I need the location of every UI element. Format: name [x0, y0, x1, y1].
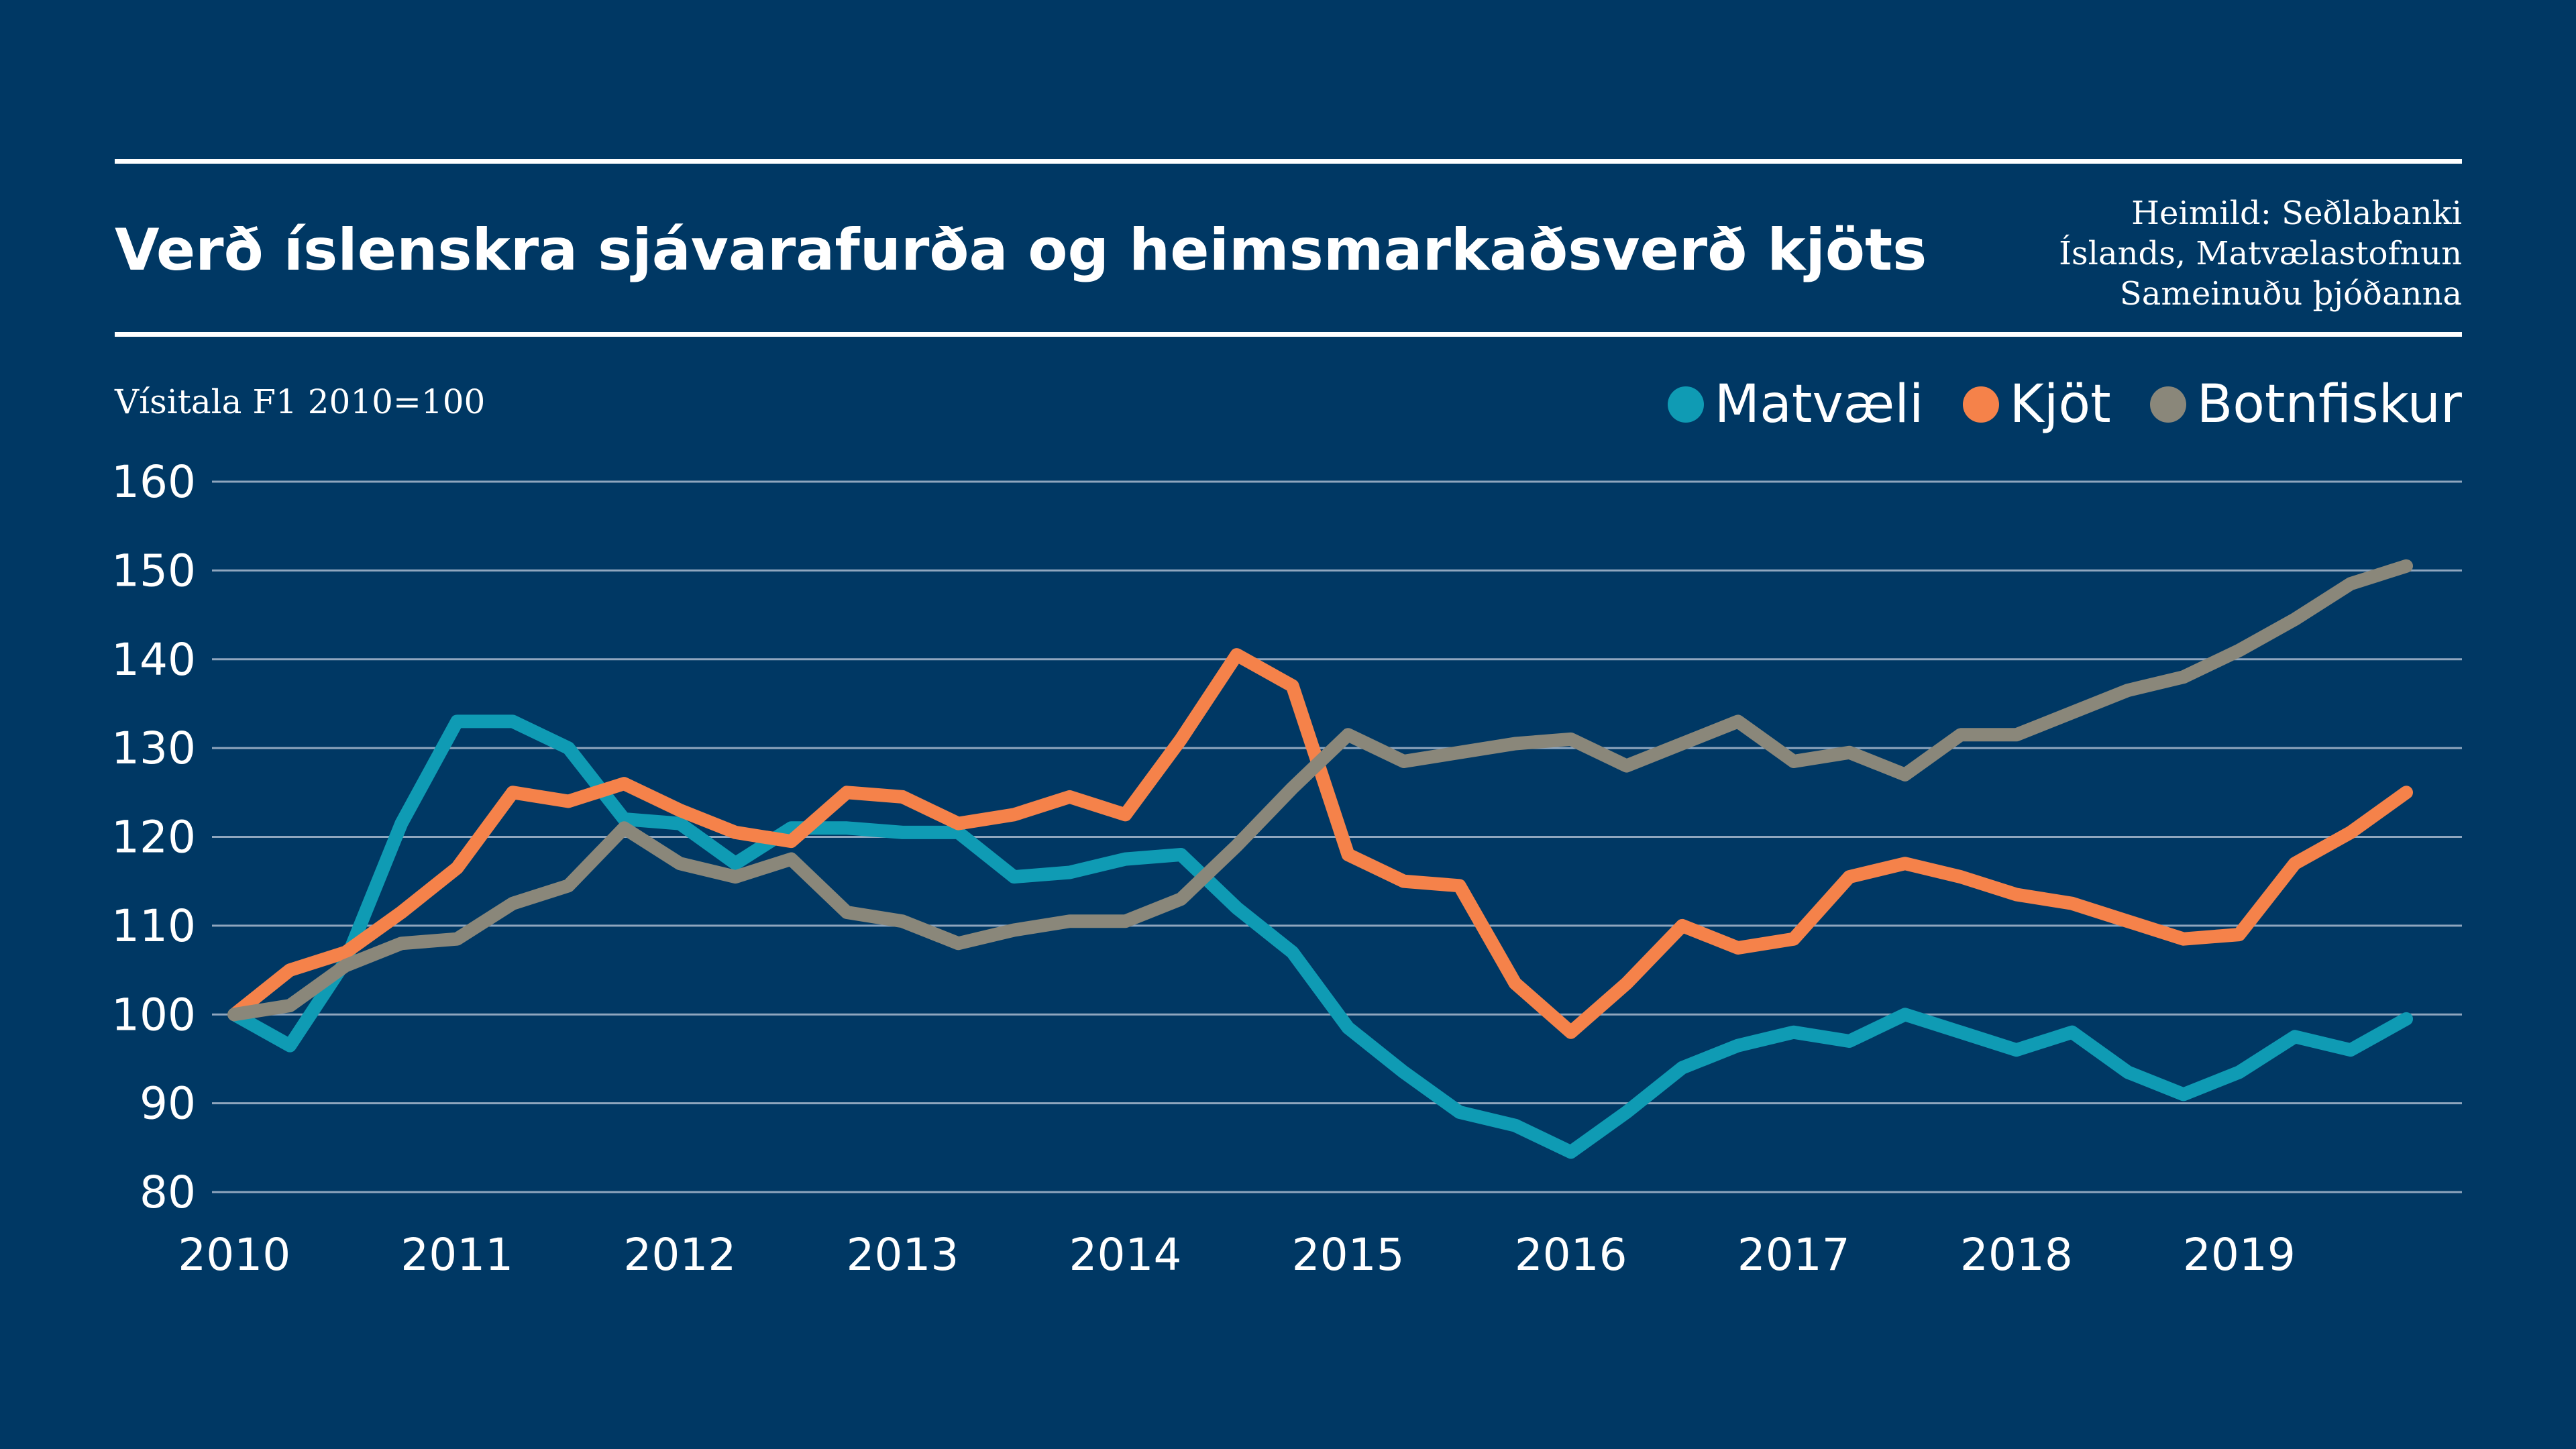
- line-matvaeli: [227, 714, 2413, 1159]
- legend-label-kjot: Kjöt: [2009, 374, 2111, 435]
- x-tick-label: 2013: [846, 1229, 959, 1281]
- x-tick-label: 2015: [1292, 1229, 1405, 1281]
- x-tick-label: 2016: [1515, 1229, 1627, 1281]
- x-tick-labels: 2010 2011 2012 2013 2014 2015 2016 2017 2018 2019: [178, 1229, 2296, 1281]
- x-tick-label: 2014: [1069, 1229, 1182, 1281]
- legend-label-matvaeli: Matvæli: [1714, 374, 1924, 435]
- legend-dot-kjot: [1962, 386, 1999, 423]
- y-tick-label: 120: [111, 812, 196, 863]
- y-tick-label: 160: [111, 456, 196, 508]
- legend-item-matvaeli: Matvæli: [1667, 374, 1924, 435]
- line-botnfiskur: [227, 559, 2413, 1022]
- x-tick-label: 2019: [2183, 1229, 2296, 1281]
- legend-dot-botnfiskur: [2149, 386, 2186, 423]
- y-tick-label: 130: [111, 722, 196, 774]
- y-tick-label: 80: [140, 1167, 196, 1218]
- y-axis-label: Vísitala F1 2010=100: [115, 382, 486, 421]
- x-tick-label: 2012: [623, 1229, 736, 1281]
- series-lines: [227, 559, 2413, 1159]
- x-tick-label: 2010: [178, 1229, 290, 1281]
- source-note: Heimild: Seðlabanki Íslands, Matvælastof…: [1952, 193, 2462, 314]
- legend-dot-matvaeli: [1667, 386, 1704, 423]
- y-tick-label: 150: [111, 545, 196, 596]
- top-rule: [115, 159, 2462, 164]
- x-tick-label: 2018: [1960, 1229, 2073, 1281]
- y-tick-label: 90: [140, 1078, 196, 1130]
- chart-title: Verð íslenskra sjávarafurða og heimsmark…: [115, 217, 1927, 284]
- x-tick-label: 2017: [1737, 1229, 1850, 1281]
- y-tick-label: 110: [111, 900, 196, 952]
- source-line-1: Heimild: Seðlabanki: [2131, 195, 2462, 232]
- legend-item-kjot: Kjöt: [1962, 374, 2111, 435]
- legend-item-botnfiskur: Botnfiskur: [2149, 374, 2462, 435]
- y-tick-label: 140: [111, 634, 196, 686]
- y-tick-label: 100: [111, 989, 196, 1040]
- source-line-3: Sameinuðu þjóðanna: [2119, 275, 2462, 313]
- y-tick-labels: 80 90 100 110 120 130 140 150 160: [111, 456, 196, 1218]
- x-tick-label: 2011: [400, 1229, 513, 1281]
- bottom-rule: [115, 332, 2462, 337]
- legend-label-botnfiskur: Botnfiskur: [2196, 374, 2462, 435]
- source-line-2: Íslands, Matvælastofnun: [2059, 235, 2462, 272]
- legend: Matvæli Kjöt Botnfiskur: [1667, 372, 2462, 437]
